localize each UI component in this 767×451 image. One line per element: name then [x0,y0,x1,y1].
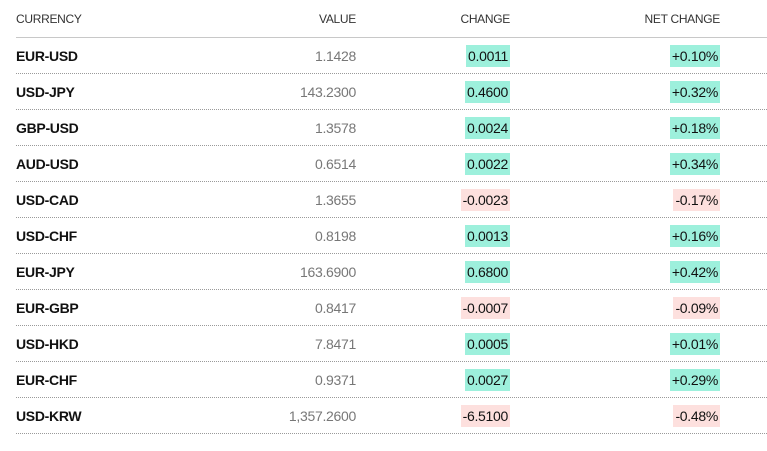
currency-pair[interactable]: USD-HKD [16,335,79,352]
change-badge: 0.4600 [464,80,510,103]
change-badge: 0.0027 [464,368,510,391]
change-badge: 0.0011 [466,44,510,67]
net-change-badge: +0.29% [669,368,720,391]
net-change-badge: +0.34% [669,152,720,175]
value-cell: 0.9371 [314,371,356,388]
value-cell: 0.6514 [314,155,356,172]
net-change-badge: -0.48% [673,404,720,427]
currency-pair[interactable]: EUR-GBP [16,299,79,316]
header-net-change[interactable]: NET CHANGE [644,12,721,26]
net-change-badge: +0.42% [669,260,720,283]
value-cell: 0.8417 [314,299,356,316]
change-badge: 0.0005 [464,332,510,355]
change-badge: -0.0023 [460,188,510,211]
net-change-badge: +0.32% [669,80,720,103]
change-badge: 0.0024 [464,116,510,139]
table-row[interactable]: USD-CHF 0.8198 0.0013 +0.16% [16,218,767,254]
currency-pair[interactable]: GBP-USD [16,119,79,136]
change-badge: -0.0007 [460,296,510,319]
currency-table: CURRENCY VALUE CHANGE NET CHANGE EUR-USD… [16,0,767,434]
header-change[interactable]: CHANGE [460,12,510,26]
table-row[interactable]: USD-HKD 7.8471 0.0005 +0.01% [16,326,767,362]
change-badge: 0.0022 [464,152,510,175]
net-change-badge: -0.09% [673,296,720,319]
value-cell: 163.6900 [300,263,356,280]
net-change-badge: +0.01% [669,332,720,355]
net-change-badge: +0.18% [669,116,720,139]
net-change-badge: -0.17% [673,188,720,211]
currency-pair[interactable]: EUR-CHF [16,371,77,388]
value-cell: 7.8471 [314,335,356,352]
currency-pair[interactable]: USD-CAD [16,191,79,208]
value-cell: 1.1428 [314,47,356,64]
value-cell: 143.2300 [300,83,356,100]
table-row[interactable]: USD-CAD 1.3655 -0.0023 -0.17% [16,182,767,218]
table-row[interactable]: EUR-CHF 0.9371 0.0027 +0.29% [16,362,767,398]
table-header: CURRENCY VALUE CHANGE NET CHANGE [16,0,767,38]
table-row[interactable]: AUD-USD 0.6514 0.0022 +0.34% [16,146,767,182]
currency-pair[interactable]: USD-CHF [16,227,77,244]
table-row[interactable]: USD-KRW 1,357.2600 -6.5100 -0.48% [16,398,767,434]
net-change-badge: +0.10% [669,44,720,67]
table-row[interactable]: GBP-USD 1.3578 0.0024 +0.18% [16,110,767,146]
table-row[interactable]: USD-JPY 143.2300 0.4600 +0.32% [16,74,767,110]
value-cell: 1,357.2600 [288,407,356,424]
currency-pair[interactable]: USD-JPY [16,83,75,100]
net-change-badge: +0.16% [669,224,720,247]
currency-pair[interactable]: AUD-USD [16,155,79,172]
table-row[interactable]: EUR-USD 1.1428 0.0011 +0.10% [16,38,767,74]
header-value[interactable]: VALUE [319,12,356,26]
currency-pair[interactable]: EUR-JPY [16,263,75,280]
value-cell: 1.3578 [314,119,356,136]
change-badge: 0.6800 [464,260,510,283]
header-currency[interactable]: CURRENCY [16,12,82,26]
change-badge: 0.0013 [464,224,510,247]
currency-pair[interactable]: USD-KRW [16,407,82,424]
value-cell: 0.8198 [314,227,356,244]
change-badge: -6.5100 [460,404,510,427]
value-cell: 1.3655 [314,191,356,208]
table-row[interactable]: EUR-JPY 163.6900 0.6800 +0.42% [16,254,767,290]
table-row[interactable]: EUR-GBP 0.8417 -0.0007 -0.09% [16,290,767,326]
currency-pair[interactable]: EUR-USD [16,47,78,64]
